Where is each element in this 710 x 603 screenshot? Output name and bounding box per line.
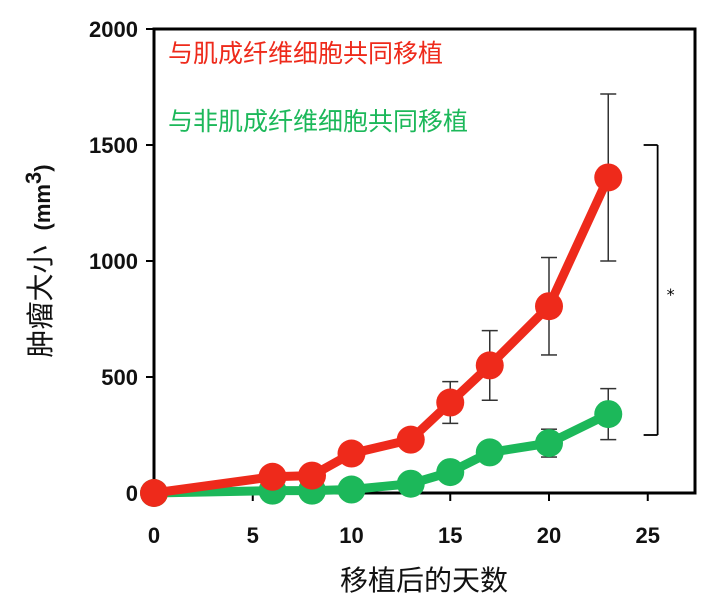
x-tick-label: 20 <box>537 523 561 548</box>
data-point <box>475 438 504 467</box>
y-tick-label: 2000 <box>89 17 138 42</box>
y-ticks: 0 500 1000 1500 2000 <box>89 17 154 506</box>
data-point <box>298 461 326 490</box>
data-point <box>535 292 563 321</box>
significance-label: * <box>667 285 675 304</box>
svg-text:肿瘤大小 (mm3): 肿瘤大小 (mm3) <box>21 164 57 357</box>
legend-series-2: 与非肌成纤维细胞共同移植 <box>168 107 468 136</box>
x-tick-label: 15 <box>438 523 462 548</box>
y-axis-title: 肿瘤大小 (mm3) <box>21 164 57 357</box>
y-axis-unit-close: ) <box>30 164 55 171</box>
data-point <box>140 479 168 507</box>
y-axis-unit-exponent: 3 <box>21 172 46 184</box>
y-axis-unit: (mm <box>30 184 55 230</box>
series-1 <box>140 93 623 507</box>
x-tick-label: 25 <box>636 523 660 548</box>
data-point <box>396 425 425 454</box>
significance-bracket: * <box>643 144 675 436</box>
y-tick-label: 1000 <box>89 249 138 274</box>
series-layer <box>140 93 623 507</box>
data-point <box>475 351 504 380</box>
data-point <box>396 469 425 498</box>
x-axis-title: 移植后的天数 <box>340 564 508 597</box>
x-tick-label: 0 <box>148 523 160 548</box>
x-ticks: 0 5 10 15 20 25 <box>148 493 660 548</box>
y-axis-title-text: 肿瘤大小 <box>24 246 57 358</box>
data-point <box>436 458 465 487</box>
data-point <box>594 400 623 429</box>
data-point <box>258 462 287 491</box>
data-point <box>436 388 465 417</box>
data-point <box>337 475 366 504</box>
legend-series-1: 与肌成纤维细胞共同移植 <box>168 39 443 68</box>
x-tick-label: 5 <box>247 523 259 548</box>
data-point <box>535 429 563 458</box>
x-tick-label: 10 <box>339 523 363 548</box>
y-tick-label: 0 <box>126 481 138 506</box>
y-tick-label: 1500 <box>89 133 138 158</box>
data-point <box>594 163 623 192</box>
y-tick-label: 500 <box>101 365 138 390</box>
data-point <box>337 439 366 468</box>
